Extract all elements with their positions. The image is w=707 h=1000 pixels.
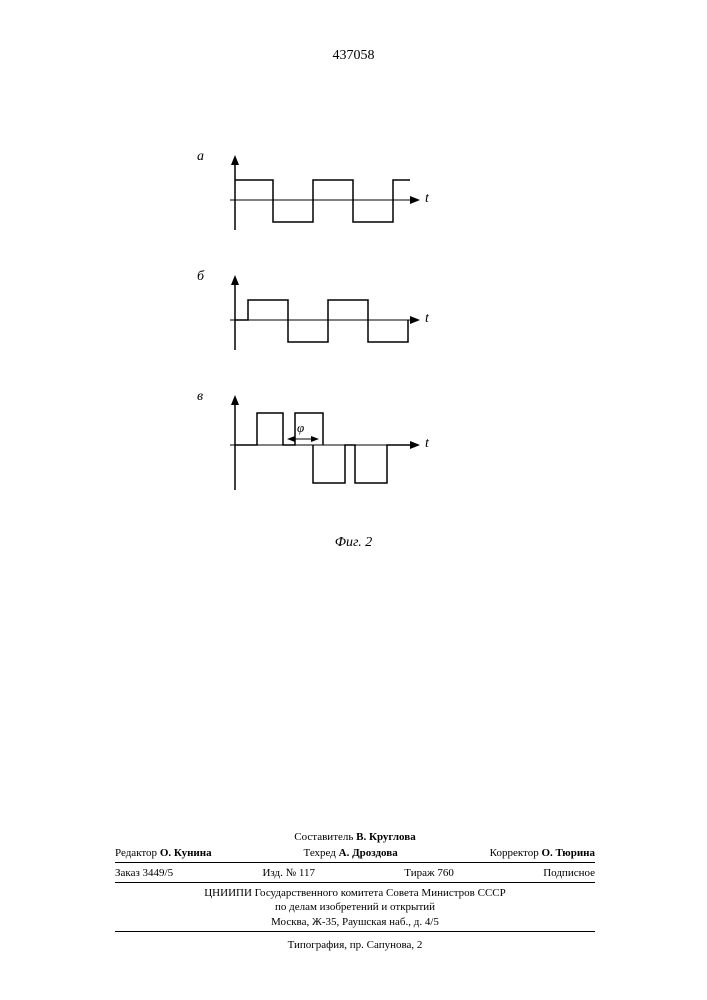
corrector-label: Корректор bbox=[490, 847, 539, 859]
publisher-line1: ЦНИИПИ Государственного комитета Совета … bbox=[115, 886, 595, 900]
editor-name: О. Кунина bbox=[160, 847, 212, 859]
divider-3 bbox=[115, 931, 595, 932]
panel-label-b: б bbox=[197, 269, 204, 285]
axis-label-t-v: t bbox=[425, 436, 429, 452]
order-number: Заказ 3449/5 bbox=[115, 866, 173, 880]
izd-number: Изд. № 117 bbox=[262, 866, 315, 880]
compiler-name: В. Круглова bbox=[356, 831, 416, 843]
tech-label: Техред bbox=[304, 847, 336, 859]
figure-caption: Фиг. 2 bbox=[0, 535, 707, 551]
publisher-line2: по делам изобретений и открытий bbox=[115, 900, 595, 914]
order-row: Заказ 3449/5 Изд. № 117 Тираж 760 Подпис… bbox=[115, 866, 595, 885]
editor-label: Редактор bbox=[115, 847, 157, 859]
phi-label: φ bbox=[297, 420, 304, 436]
axis-label-t-b: t bbox=[425, 311, 429, 327]
publisher-line3: Москва, Ж-35, Раушская наб., д. 4/5 bbox=[115, 915, 595, 929]
waveform-v bbox=[215, 395, 425, 500]
axis-label-t-a: t bbox=[425, 191, 429, 207]
panel-label-v: в bbox=[197, 389, 203, 405]
divider-2 bbox=[115, 882, 595, 883]
corrector-name: О. Тюрина bbox=[541, 847, 595, 859]
waveform-b bbox=[215, 275, 425, 365]
figure-2: а t б t в bbox=[215, 155, 495, 505]
publisher-block: ЦНИИПИ Государственного комитета Совета … bbox=[115, 886, 595, 952]
compiler-line: Составитель В. Круглова bbox=[115, 830, 595, 844]
tirazh: Тираж 760 bbox=[404, 866, 454, 880]
panel-label-a: а bbox=[197, 149, 204, 165]
compiler-label: Составитель bbox=[294, 831, 353, 843]
typography-line: Типография, пр. Сапунова, 2 bbox=[115, 938, 595, 952]
credits-row: Редактор О. Кунина Техред А. Дроздова Ко… bbox=[115, 846, 595, 865]
document-number: 437058 bbox=[0, 48, 707, 64]
subscription: Подписное bbox=[543, 866, 595, 880]
waveform-a bbox=[215, 155, 425, 245]
tech-name: А. Дроздова bbox=[339, 847, 398, 859]
divider-1 bbox=[115, 862, 595, 863]
